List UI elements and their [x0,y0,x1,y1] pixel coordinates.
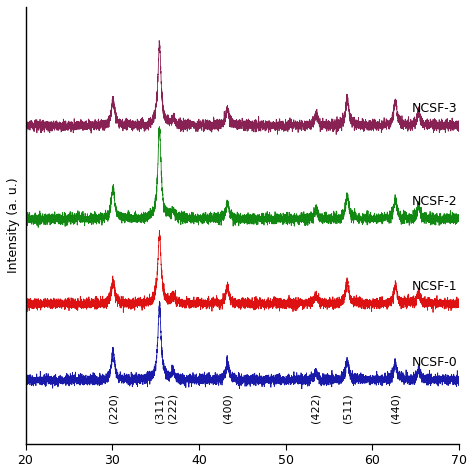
Text: (222): (222) [168,393,178,423]
Text: (311): (311) [155,393,164,422]
Text: NCSF-0: NCSF-0 [411,356,457,369]
Text: (400): (400) [222,393,233,423]
Text: NCSF-2: NCSF-2 [412,195,457,209]
Text: (440): (440) [390,393,401,423]
Text: (220): (220) [108,393,118,423]
Text: (422): (422) [311,393,321,423]
Text: NCSF-1: NCSF-1 [412,280,457,293]
Text: (511): (511) [342,393,352,422]
Y-axis label: Intensity (a. u.): Intensity (a. u.) [7,177,20,273]
Text: NCSF-3: NCSF-3 [412,102,457,115]
